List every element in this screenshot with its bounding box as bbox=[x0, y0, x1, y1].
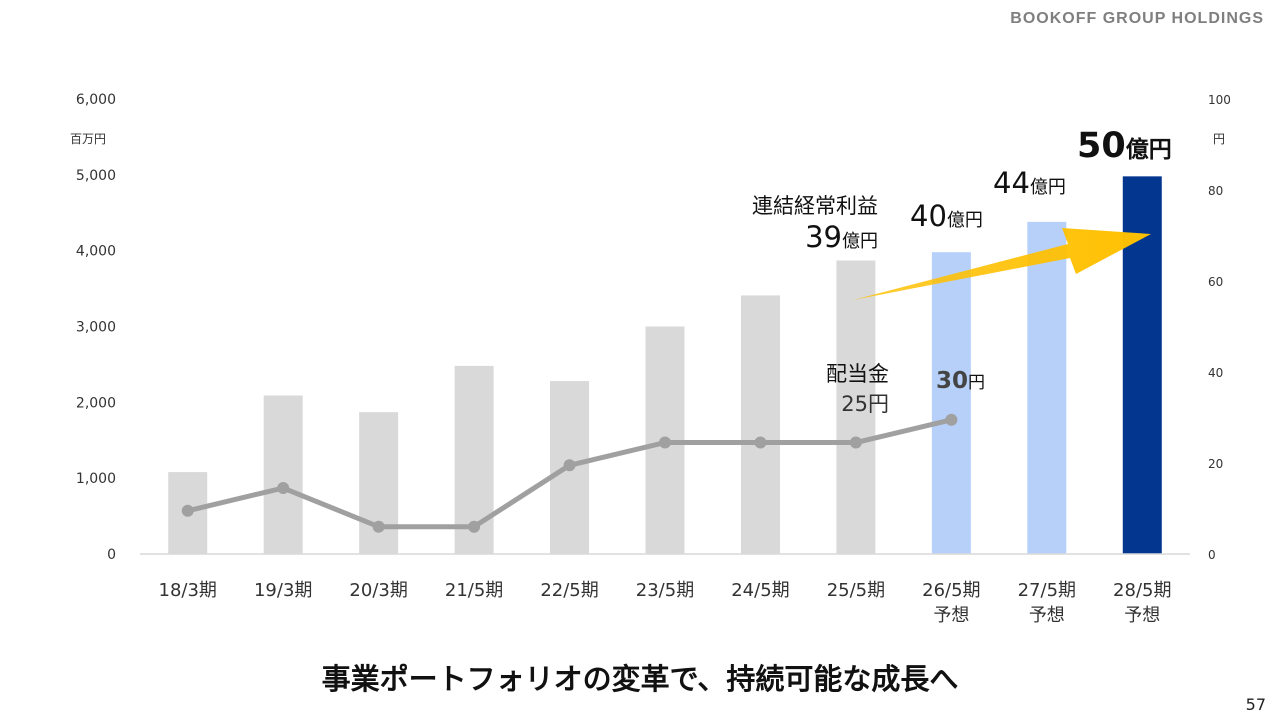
right-axis-ticks: 0 20 40 60 80 100 bbox=[1208, 93, 1231, 562]
x-tick-label: 20/3期 bbox=[349, 580, 407, 601]
profit-44-value: 44 bbox=[993, 166, 1030, 200]
profit-annotation-40: 40億円 bbox=[910, 199, 983, 233]
left-axis-ticks: 0 1,000 2,000 3,000 4,000 5,000 6,000 bbox=[76, 92, 116, 563]
x-tick-label: 予想 bbox=[933, 605, 969, 626]
left-tick-label: 0 bbox=[107, 547, 116, 563]
profit-50-value: 50 bbox=[1077, 126, 1126, 166]
profit-annotation-44: 44億円 bbox=[993, 166, 1066, 200]
dividend-point bbox=[372, 520, 385, 533]
dividend-25-value: 25 bbox=[841, 392, 868, 416]
profit-bar bbox=[359, 412, 399, 554]
x-tick-label: 26/5期 bbox=[922, 580, 980, 601]
profit-label: 連結経常利益 bbox=[752, 194, 878, 218]
dividend-point bbox=[754, 436, 767, 449]
x-tick-label: 23/5期 bbox=[636, 580, 694, 601]
profit-44-unit: 億円 bbox=[1029, 177, 1066, 198]
dividend-annotation-30: 30円 bbox=[936, 368, 985, 394]
x-tick-label: 予想 bbox=[1124, 605, 1160, 626]
profit-40-unit: 億円 bbox=[946, 210, 983, 231]
profit-50-unit: 億円 bbox=[1125, 137, 1172, 163]
left-tick-label: 5,000 bbox=[76, 168, 116, 184]
right-tick-label: 60 bbox=[1208, 275, 1223, 289]
dividend-30-unit: 円 bbox=[968, 373, 986, 393]
left-axis-unit: 百万円 bbox=[70, 132, 106, 146]
profit-annotation-39: 連結経常利益 39億円 bbox=[752, 190, 878, 254]
right-tick-label: 40 bbox=[1208, 366, 1223, 380]
dividend-point bbox=[659, 436, 671, 449]
left-tick-label: 1,000 bbox=[76, 471, 116, 487]
x-tick-label: 25/5期 bbox=[827, 580, 885, 601]
right-tick-label: 80 bbox=[1208, 184, 1223, 198]
dividend-30-value: 30 bbox=[936, 368, 969, 394]
x-tick-label: 27/5期 bbox=[1018, 580, 1076, 601]
profit-bars bbox=[168, 176, 1162, 554]
x-tick-label: 21/5期 bbox=[445, 580, 503, 601]
left-tick-label: 2,000 bbox=[76, 395, 116, 411]
dividend-point bbox=[468, 520, 481, 533]
left-tick-label: 3,000 bbox=[76, 320, 116, 336]
right-tick-label: 0 bbox=[1208, 548, 1216, 562]
x-tick-label: 28/5期 bbox=[1113, 580, 1171, 601]
profit-39-unit: 億円 bbox=[842, 231, 878, 252]
dividend-line bbox=[181, 413, 958, 533]
x-tick-label: 18/3期 bbox=[159, 580, 217, 601]
x-tick-label: 22/5期 bbox=[540, 580, 598, 601]
profit-bar bbox=[836, 260, 876, 554]
x-tick-label: 24/5期 bbox=[731, 580, 789, 601]
profit-40-value: 40 bbox=[910, 199, 947, 233]
slide-title: 事業ポートフォリオの変革で、持続可能な成長へ bbox=[321, 662, 959, 696]
profit-39-value: 39 bbox=[805, 220, 842, 254]
left-tick-label: 6,000 bbox=[76, 92, 116, 108]
x-tick-label: 予想 bbox=[1029, 605, 1065, 626]
right-axis-unit: 円 bbox=[1213, 132, 1225, 146]
profit-annotation-50: 50億円 bbox=[1077, 126, 1172, 166]
dividend-annotation-25: 配当金 25円 bbox=[826, 358, 889, 418]
dividend-point bbox=[181, 504, 194, 517]
dividend-point bbox=[945, 413, 958, 426]
dividend-point bbox=[563, 459, 576, 472]
left-tick-label: 4,000 bbox=[76, 244, 116, 260]
right-tick-label: 100 bbox=[1208, 93, 1231, 107]
profit-bar bbox=[740, 295, 780, 554]
x-tick-label: 19/3期 bbox=[254, 580, 312, 601]
dividend-25-unit: 円 bbox=[868, 392, 889, 416]
dividend-label: 配当金 bbox=[826, 362, 889, 386]
profit-bar bbox=[263, 395, 303, 554]
dividend-point bbox=[277, 482, 290, 495]
dividend-point bbox=[849, 436, 862, 449]
growth-arrow bbox=[853, 228, 1151, 300]
right-tick-label: 20 bbox=[1208, 457, 1223, 471]
profit-bar bbox=[1027, 221, 1067, 554]
page-number: 57 bbox=[1245, 695, 1266, 714]
x-axis-labels: 18/3期 19/3期 20/3期 21/5期 22/5期 23/5期 24/5期 25/5期… bbox=[159, 580, 1172, 626]
company-brand: BOOKOFF GROUP HOLDINGS bbox=[1010, 10, 1264, 27]
profit-bar bbox=[931, 252, 971, 554]
